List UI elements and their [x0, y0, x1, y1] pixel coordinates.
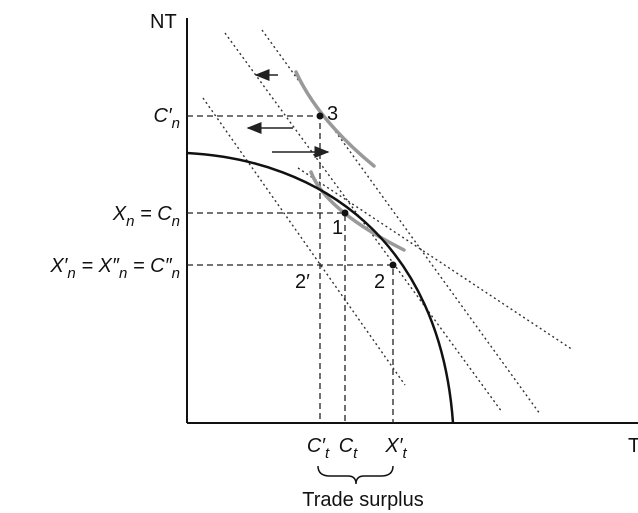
price-line [202, 97, 406, 386]
math-label: C′t [307, 435, 330, 462]
point-label: 1 [332, 217, 343, 239]
label-sub: n [172, 115, 180, 132]
label-base: = C″ [127, 255, 172, 277]
point-label: 2′ [295, 271, 310, 293]
label-sub: n [172, 265, 180, 282]
label-base: = C [134, 203, 172, 225]
label-base: C [339, 435, 354, 457]
indifference-curve [309, 170, 406, 252]
brace [317, 465, 394, 485]
label-base: C′ [307, 435, 326, 457]
price-line [297, 167, 574, 351]
point [389, 261, 397, 269]
indifference-curve [294, 70, 376, 168]
label-base: X′ [49, 255, 68, 277]
ppf-curve [186, 151, 455, 424]
label-sub: n [119, 265, 127, 282]
math-label: X′t [384, 435, 407, 462]
math-label: X′n = X″n = C″n [49, 255, 180, 282]
math-label: Ct [339, 435, 358, 462]
price-line [224, 32, 503, 413]
brace-label: Trade surplus [302, 489, 424, 511]
x-axis-label: T [628, 435, 638, 457]
point-label: 2 [374, 271, 385, 293]
point [341, 209, 349, 217]
label-base: = X″ [76, 255, 120, 277]
label-base: X [112, 203, 127, 225]
label-sub: t [325, 445, 330, 462]
label-sub: t [353, 445, 358, 462]
label-sub: n [126, 213, 134, 230]
price-line [261, 29, 541, 415]
point [316, 112, 324, 120]
label-sub: n [67, 265, 75, 282]
math-label: Xn = Cn [112, 203, 180, 230]
math-label: C′n [153, 105, 180, 132]
label-base: C′ [153, 105, 172, 127]
y-axis-label: NT [150, 11, 177, 33]
label-sub: t [402, 445, 407, 462]
label-sub: n [172, 213, 180, 230]
point-label: 3 [327, 103, 338, 125]
guide-line [187, 264, 394, 423]
label-base: X′ [384, 435, 403, 457]
guide-line [187, 212, 346, 423]
